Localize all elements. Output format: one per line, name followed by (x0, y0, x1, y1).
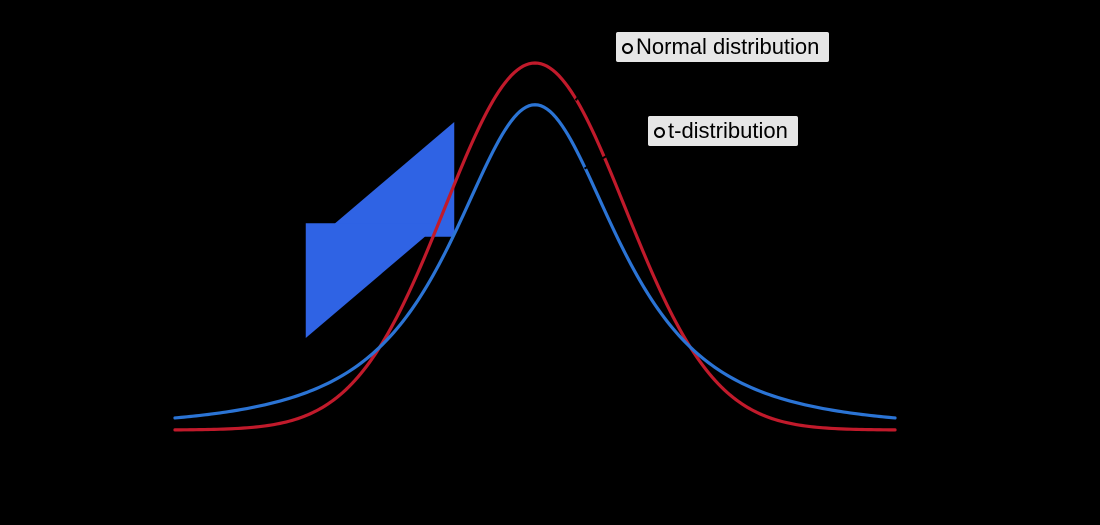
chart-stage: Normal distribution t-distribution (0, 0, 1100, 525)
label-t: t-distribution (646, 114, 800, 148)
watermark-bolt (306, 122, 455, 338)
label-normal: Normal distribution (614, 30, 831, 64)
chart-svg (0, 0, 1100, 525)
